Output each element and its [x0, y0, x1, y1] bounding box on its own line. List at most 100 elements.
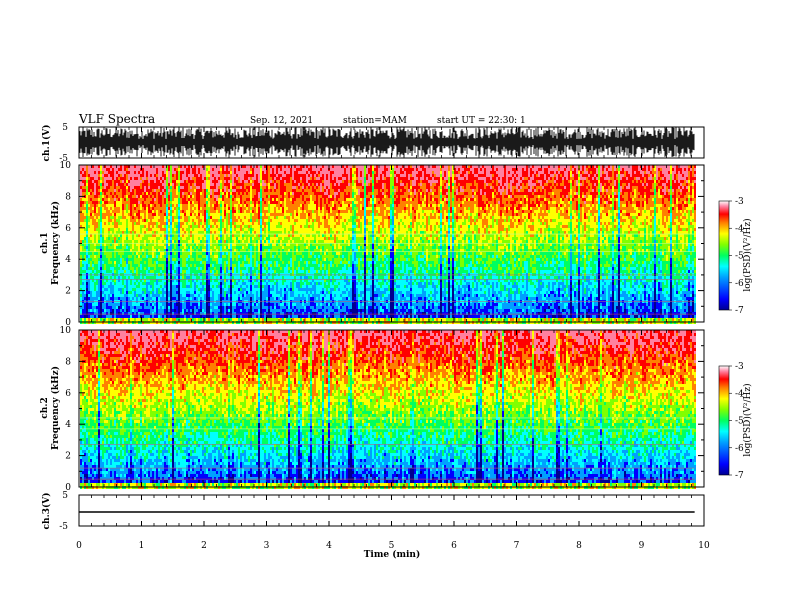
spectrogram-cell — [152, 165, 154, 168]
spectrogram-cell — [222, 183, 224, 186]
spectrogram-cell — [200, 270, 202, 273]
spectrogram-cell — [88, 177, 90, 180]
spectrogram-cell — [116, 180, 118, 183]
spectrogram-cell — [136, 261, 138, 264]
spectrogram-cell — [208, 297, 210, 300]
spectrogram-cell — [116, 174, 118, 177]
spectrogram-cell — [180, 294, 182, 297]
spectrogram-cell — [202, 195, 204, 198]
spectrogram-cell — [200, 192, 202, 195]
spectrogram-cell — [256, 252, 258, 255]
spectrogram-cell — [126, 249, 128, 252]
spectrogram-cell — [118, 261, 120, 264]
spectrogram-cell — [180, 213, 182, 216]
spectrogram-cell — [228, 228, 230, 231]
spectrogram-cell — [82, 192, 84, 195]
spectrogram-cell — [200, 222, 202, 225]
spectrogram-cell — [148, 171, 150, 174]
spectrogram-cell — [208, 294, 210, 297]
spectrogram-cell — [246, 231, 248, 234]
spectrogram-cell — [168, 264, 170, 267]
spectrogram-cell — [158, 195, 160, 198]
spectrogram-cell — [154, 213, 156, 216]
spectrogram-cell — [220, 297, 222, 300]
spectrogram-cell — [176, 210, 178, 213]
spectrogram-cell — [156, 210, 158, 213]
spectrogram-cell — [226, 303, 228, 306]
spectrogram-cell — [216, 216, 218, 219]
spectrogram-cell — [142, 195, 144, 198]
spectrogram-cell — [176, 198, 178, 201]
spectrogram-cell — [144, 288, 146, 291]
spectrogram-cell — [210, 186, 212, 189]
spectrogram-cell — [112, 180, 114, 183]
spectrogram-cell — [168, 216, 170, 219]
spectrogram-cell — [168, 306, 170, 309]
spectrogram-cell — [238, 195, 240, 198]
spectrogram-cell — [232, 201, 234, 204]
spectrogram-cell — [178, 288, 180, 291]
spectrogram-cell — [168, 222, 170, 225]
spectrogram-cell — [90, 312, 92, 315]
spectrogram-cell — [218, 261, 220, 264]
spectrogram-cell — [178, 252, 180, 255]
spectrogram-cell — [112, 246, 114, 249]
spectrogram-cell — [148, 237, 150, 240]
spectrogram-cell — [242, 246, 244, 249]
spectrogram-cell — [160, 270, 162, 273]
spectrogram-cell — [140, 267, 142, 270]
spectrogram-cell — [230, 204, 232, 207]
spectrogram-cell — [92, 276, 94, 279]
spectrogram-cell — [208, 249, 210, 252]
spectrogram-cell — [246, 186, 248, 189]
spectrogram-cell — [202, 237, 204, 240]
spectrogram-cell — [146, 240, 148, 243]
spectrogram-cell — [252, 228, 254, 231]
spectrogram-cell — [84, 231, 86, 234]
spectrogram-cell — [208, 312, 210, 315]
spectrogram-cell — [252, 309, 254, 312]
spectrogram-cell — [202, 189, 204, 192]
spectrogram-cell — [92, 264, 94, 267]
spectrogram-cell — [82, 303, 84, 306]
spectrogram-cell — [234, 315, 236, 318]
spectrogram-cell — [188, 294, 190, 297]
spectrogram-cell — [92, 261, 94, 264]
spectrogram-cell — [130, 198, 132, 201]
spectrogram-cell — [196, 183, 198, 186]
spectrogram-cell — [252, 294, 254, 297]
spectrogram-cell — [262, 171, 264, 174]
spectrogram-cell — [222, 294, 224, 297]
spectrogram-cell — [178, 291, 180, 294]
spectrogram-cell — [240, 303, 242, 306]
spectrogram-cell — [100, 303, 102, 306]
spectrogram-cell — [116, 267, 118, 270]
spectrogram-cell — [160, 201, 162, 204]
spectrogram-cell — [138, 204, 140, 207]
spectrogram-cell — [190, 177, 192, 180]
spectrogram-cell — [190, 264, 192, 267]
spectrogram-cell — [244, 258, 246, 261]
spectrogram-cell — [184, 312, 186, 315]
spectrogram-cell — [230, 222, 232, 225]
spectrogram-cell — [108, 315, 110, 318]
spectrogram-cell — [222, 267, 224, 270]
spectrogram-cell — [226, 204, 228, 207]
spectrogram-cell — [90, 207, 92, 210]
spectrogram-cell — [156, 249, 158, 252]
spectrogram-cell — [262, 312, 264, 315]
spectrogram-cell — [192, 288, 194, 291]
spectrogram-cell — [188, 210, 190, 213]
spectrogram-cell — [90, 225, 92, 228]
spectrogram-cell — [144, 219, 146, 222]
spectrogram-cell — [192, 303, 194, 306]
spectrogram-cell — [154, 252, 156, 255]
spectrogram-cell — [124, 258, 126, 261]
spectrogram-cell — [138, 312, 140, 315]
spectrogram-cell — [260, 186, 262, 189]
spectrogram-cell — [220, 318, 222, 321]
spectrogram-cell — [86, 234, 88, 237]
spectrogram-cell — [96, 174, 98, 177]
spectrogram-cell — [134, 237, 136, 240]
spectrogram-cell — [206, 174, 208, 177]
